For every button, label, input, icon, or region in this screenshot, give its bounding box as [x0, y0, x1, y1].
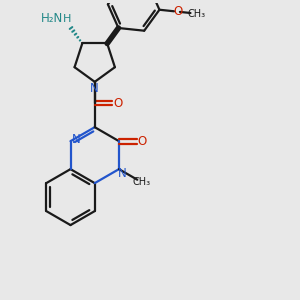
Text: O: O: [137, 135, 146, 148]
Text: N: N: [90, 82, 98, 95]
Text: O: O: [113, 97, 122, 110]
Text: N: N: [71, 133, 80, 146]
Text: N: N: [118, 167, 126, 180]
Text: CH₃: CH₃: [133, 177, 151, 188]
Text: H₂N: H₂N: [41, 12, 64, 25]
Text: CH₃: CH₃: [188, 9, 206, 19]
Text: O: O: [173, 5, 182, 18]
Text: H: H: [63, 14, 71, 24]
